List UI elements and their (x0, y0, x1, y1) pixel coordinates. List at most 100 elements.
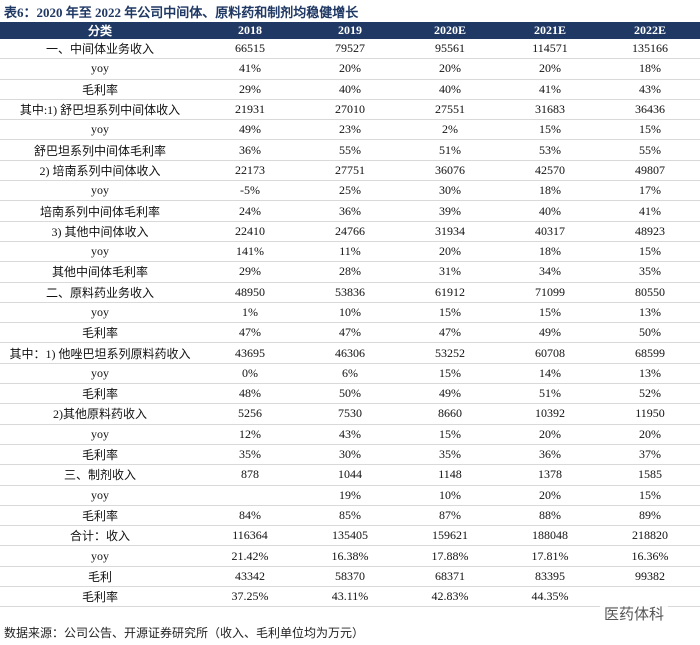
cell: 10% (300, 302, 400, 324)
cell: 40317 (500, 221, 600, 242)
cell: 22173 (200, 160, 300, 182)
cell: 15% (600, 485, 700, 506)
table-body: 一、中间体业务收入 66515 79527 95561 114571 135166 yoy 4… (0, 39, 700, 608)
cell: 53% (500, 139, 600, 161)
cell: 36% (500, 444, 600, 466)
table-row: 毛利 43342 58370 68371 83395 99382 (0, 566, 700, 588)
cell: 48950 (200, 282, 300, 303)
cell: 159621 (400, 525, 500, 547)
cell: -5% (200, 180, 300, 202)
cell: 36% (300, 200, 400, 222)
row-label: yoy (0, 485, 200, 506)
table-row: 合计：收入 116364 135405 159621 188048 218820 (0, 525, 700, 547)
cell: 48923 (600, 221, 700, 242)
cell: 17% (600, 180, 700, 202)
cell: 58370 (300, 566, 400, 588)
cell: 15% (400, 363, 500, 385)
cell: 28% (300, 261, 400, 283)
row-label: 毛利率 (0, 444, 200, 466)
cell: 27010 (300, 99, 400, 121)
cell: 21931 (200, 99, 300, 121)
cell: 79527 (300, 39, 400, 60)
cell: 15% (400, 424, 500, 445)
cell: 13% (600, 302, 700, 324)
header-cell: 2022E (600, 22, 700, 39)
cell: 55% (300, 139, 400, 161)
table-row: 毛利率 35% 30% 35% 36% 37% (0, 444, 700, 466)
cell: 14% (500, 363, 600, 385)
table-row: 毛利率 47% 47% 47% 49% 50% (0, 322, 700, 344)
cell: 40% (500, 200, 600, 222)
row-label: 培南系列中间体毛利率 (0, 200, 200, 222)
cell: 53836 (300, 282, 400, 303)
cell: 47% (300, 322, 400, 344)
cell: 47% (400, 322, 500, 344)
cell: 25% (300, 180, 400, 202)
cell: 15% (500, 119, 600, 141)
cell: 1044 (300, 464, 400, 486)
header-row: 分类 2018 2019 2020E 2021E 2022E (0, 22, 700, 39)
cell: 18% (500, 241, 600, 263)
cell: 51% (500, 383, 600, 405)
cell: 36% (200, 139, 300, 161)
cell: 21.42% (200, 545, 300, 567)
header-cell: 2021E (500, 22, 600, 39)
cell: 84% (200, 505, 300, 527)
row-label: 其他中间体毛利率 (0, 261, 200, 283)
cell: 31% (400, 261, 500, 283)
cell: 88% (500, 505, 600, 527)
row-label: 毛利率 (0, 586, 200, 608)
cell: 114571 (500, 39, 600, 60)
header-cell: 2018 (200, 22, 300, 39)
row-label: yoy (0, 424, 200, 445)
cell: 68371 (400, 566, 500, 588)
row-label: yoy (0, 545, 200, 567)
cell: 135405 (300, 525, 400, 547)
cell: 135166 (600, 39, 700, 60)
cell: 5256 (200, 403, 300, 425)
cell: 19% (300, 485, 400, 506)
cell: 30% (300, 444, 400, 466)
cell: 7530 (300, 403, 400, 425)
table-row: yoy 141% 11% 20% 18% 15% (0, 241, 700, 263)
cell: 15% (500, 302, 600, 324)
table-row: yoy 12% 43% 15% 20% 20% (0, 424, 700, 445)
cell: 40% (300, 79, 400, 100)
table-row: 2)其他原料药收入 5256 7530 8660 10392 11950 (0, 403, 700, 425)
cell: 24766 (300, 221, 400, 242)
cell: 37.25% (200, 586, 300, 608)
cell: 16.38% (300, 545, 400, 567)
cell: 1378 (500, 464, 600, 486)
header-cell: 分类 (0, 22, 200, 39)
cell: 41% (500, 79, 600, 100)
table-row: yoy 49% 23% 2% 15% 15% (0, 119, 700, 141)
row-label: yoy (0, 119, 200, 141)
cell: 10% (400, 485, 500, 506)
cell: 17.81% (500, 545, 600, 567)
row-label: yoy (0, 241, 200, 263)
cell: 29% (200, 79, 300, 100)
table-row: 2) 培南系列中间体收入 22173 27751 36076 42570 49807 (0, 160, 700, 182)
table-row: yoy 19% 10% 20% 15% (0, 485, 700, 506)
table-row: 三、制剂收入 878 1044 1148 1378 1585 (0, 464, 700, 486)
cell: 60708 (500, 342, 600, 364)
row-label: 二、原料药业务收入 (0, 282, 200, 303)
cell: 87% (400, 505, 500, 527)
cell: 35% (200, 444, 300, 466)
table-row: 毛利率 48% 50% 49% 51% 52% (0, 383, 700, 405)
row-label: yoy (0, 363, 200, 385)
cell: 17.88% (400, 545, 500, 567)
table-row: 毛利率 37.25% 43.11% 42.83% 44.35% (0, 586, 700, 608)
cell: 29% (200, 261, 300, 283)
cell: 1% (200, 302, 300, 324)
cell: 50% (600, 322, 700, 344)
cell: 42.83% (400, 586, 500, 608)
cell: 8660 (400, 403, 500, 425)
row-label: yoy (0, 58, 200, 80)
cell: 36076 (400, 160, 500, 182)
cell: 15% (400, 302, 500, 324)
row-label: 一、中间体业务收入 (0, 39, 200, 60)
cell: 35% (400, 444, 500, 466)
cell: 10392 (500, 403, 600, 425)
